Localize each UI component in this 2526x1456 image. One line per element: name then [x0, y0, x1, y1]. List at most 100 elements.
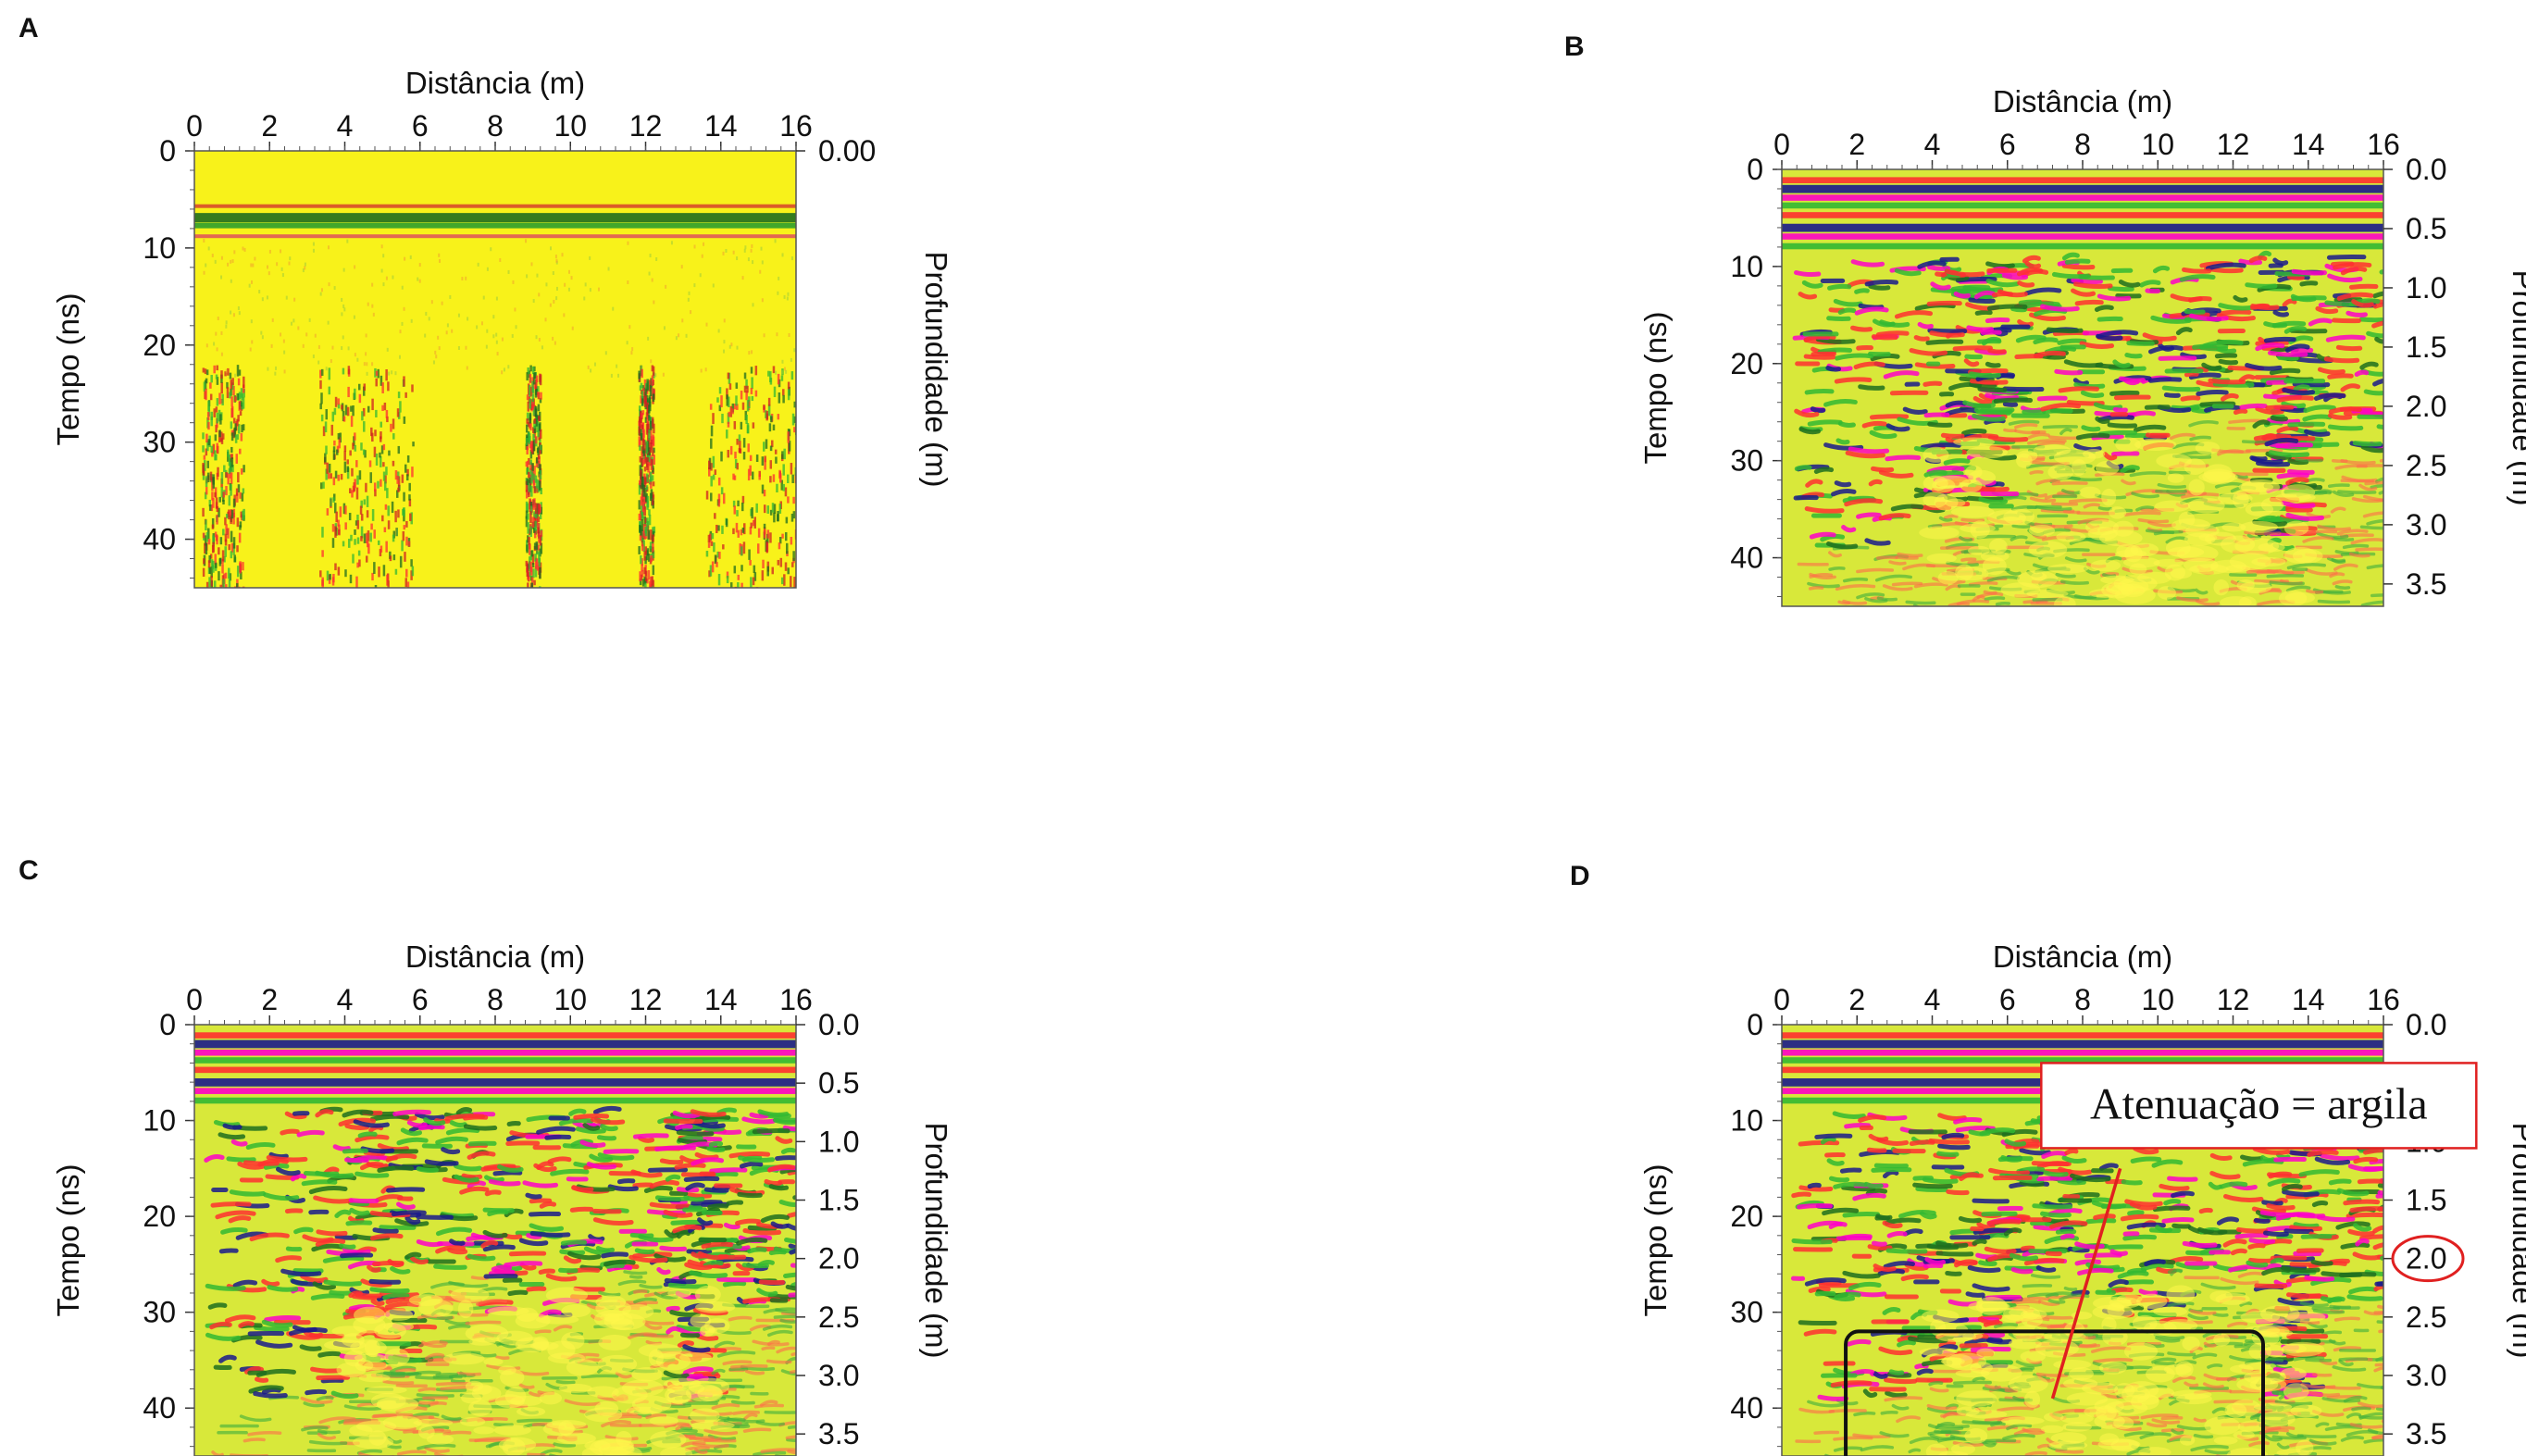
reflection-speckle — [525, 516, 529, 528]
reflection-speckle — [539, 422, 541, 432]
reflection-speckle — [202, 475, 205, 480]
reflection-speckle — [236, 434, 240, 440]
reflection-speckle — [646, 417, 649, 425]
reflector-event — [2308, 1390, 2341, 1398]
reflection-speckle — [428, 317, 430, 321]
reflection-speckle — [711, 532, 715, 540]
reflector-event — [1967, 1265, 2001, 1274]
reflection-speckle — [424, 333, 427, 338]
reflection-speckle — [220, 471, 224, 484]
reflector-event — [2113, 394, 2151, 401]
reflector-event — [1977, 1316, 2000, 1325]
reflection-speckle — [652, 542, 654, 553]
low-amplitude-patch — [1922, 475, 1948, 492]
low-amplitude-patch — [1987, 509, 2026, 526]
reflection-speckle — [374, 489, 377, 497]
reflection-speckle — [545, 282, 548, 287]
reflection-speckle — [319, 482, 323, 490]
low-amplitude-patch — [468, 1400, 492, 1417]
reflector-event — [1883, 1169, 1899, 1179]
reflection-speckle — [334, 396, 338, 407]
reflection-speckle — [392, 275, 394, 280]
near-surface-layer — [194, 1049, 796, 1056]
reflection-speckle — [649, 541, 653, 549]
reflector-event — [261, 1278, 280, 1288]
reflection-speckle — [206, 440, 209, 452]
reflection-speckle — [368, 460, 372, 467]
reflection-speckle — [350, 534, 353, 541]
reflector-event — [600, 1124, 618, 1132]
reflection-speckle — [765, 439, 768, 449]
reflector-event — [684, 1262, 713, 1271]
low-amplitude-patch — [2187, 497, 2225, 514]
reflector-event — [663, 1370, 690, 1379]
reflection-speckle — [641, 365, 643, 369]
reflector-event — [2158, 342, 2175, 352]
reflector-event — [2112, 359, 2131, 368]
reflection-speckle — [646, 517, 649, 530]
reflection-speckle — [721, 525, 724, 534]
reflector-event — [2332, 490, 2355, 497]
reflector-event — [1842, 1270, 1881, 1279]
reflector-event — [424, 1352, 445, 1361]
reflection-speckle — [202, 507, 205, 517]
reflector-event — [2357, 1178, 2383, 1185]
reflection-speckle — [230, 457, 234, 467]
reflector-event — [484, 1189, 502, 1197]
reflection-speckle — [218, 558, 222, 566]
x-tick-label: 4 — [337, 983, 354, 1016]
reflection-speckle — [243, 376, 245, 389]
reflector-event — [1924, 1256, 1947, 1266]
reflection-speckle — [360, 514, 364, 521]
low-amplitude-patch — [459, 1416, 486, 1427]
reflection-speckle — [225, 486, 228, 496]
reflection-speckle — [405, 568, 408, 578]
reflection-speckle — [641, 396, 644, 406]
y-tick-label: 10 — [143, 1104, 176, 1138]
reflector-event — [455, 1107, 473, 1115]
reflector-event — [590, 1117, 626, 1126]
reflection-speckle — [765, 410, 767, 418]
reflection-speckle — [769, 445, 773, 452]
reflector-event — [2120, 465, 2140, 474]
reflection-speckle — [534, 554, 537, 562]
reflector-event — [318, 1416, 356, 1425]
reflector-event — [2378, 1329, 2383, 1334]
reflection-speckle — [722, 251, 725, 255]
reflection-speckle — [252, 263, 255, 268]
reflector-event — [2380, 1386, 2383, 1390]
reflection-speckle — [536, 485, 539, 493]
reflection-speckle — [260, 330, 263, 335]
reflector-event — [2036, 1161, 2070, 1170]
reflector-event — [643, 1333, 674, 1338]
reflector-event — [2058, 386, 2099, 393]
reflection-speckle — [215, 406, 218, 413]
reflection-speckle — [751, 350, 753, 355]
reflection-speckle — [403, 525, 406, 530]
reflection-speckle — [641, 502, 645, 512]
reflection-speckle — [205, 476, 208, 488]
reflection-speckle — [358, 470, 362, 480]
reflector-event — [1864, 596, 1888, 604]
reflector-event — [1983, 590, 1997, 595]
reflector-event — [369, 1233, 404, 1241]
reflector-event — [2108, 1244, 2144, 1251]
reflection-speckle — [533, 486, 537, 493]
reflection-speckle — [492, 334, 495, 339]
reflection-speckle — [641, 558, 643, 566]
reflection-speckle — [486, 267, 489, 271]
reflection-speckle — [249, 347, 252, 352]
reflection-speckle — [342, 503, 346, 515]
reflector-event — [790, 1351, 796, 1357]
reflector-event — [1791, 1238, 1833, 1245]
reflector-event — [435, 1388, 467, 1393]
reflection-speckle — [230, 310, 232, 315]
reflector-event — [316, 1229, 348, 1237]
reflector-event — [1794, 270, 1822, 278]
reflection-speckle — [732, 250, 735, 255]
reflector-event — [735, 1218, 762, 1226]
reflector-event — [2366, 564, 2383, 570]
low-amplitude-patch — [545, 1287, 589, 1304]
reflector-event — [2234, 474, 2248, 479]
reflection-speckle — [202, 367, 205, 373]
